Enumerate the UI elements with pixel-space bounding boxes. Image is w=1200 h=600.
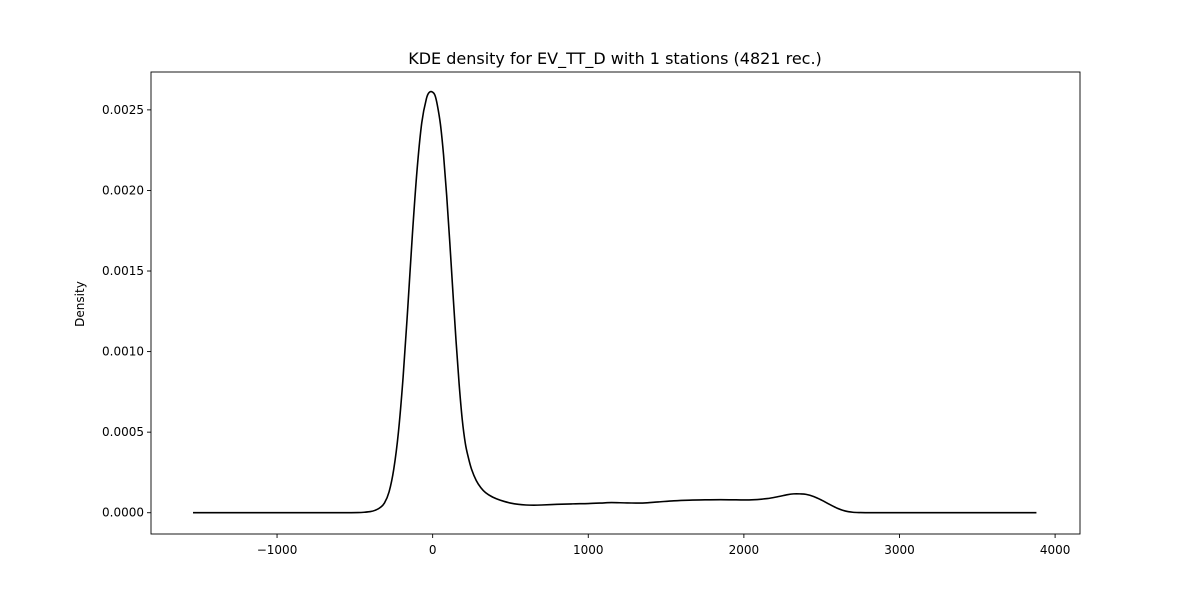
y-axis-ticks: 0.0000 0.0005 0.0010 0.0015 0.0020 0.0025: [102, 103, 151, 520]
x-tick-label: 3000: [884, 543, 915, 557]
x-tick-label: 1000: [573, 543, 604, 557]
y-axis-label: Density: [73, 281, 87, 327]
y-tick-label: 0.0020: [102, 183, 144, 197]
x-tick-label: −1000: [257, 543, 298, 557]
plot-frame: [150, 71, 1081, 535]
y-tick-label: 0.0005: [102, 425, 144, 439]
x-tick-label: 0: [429, 543, 437, 557]
y-tick-label: 0.0025: [102, 103, 144, 117]
x-axis-ticks: −1000 0 1000 2000 3000 4000: [257, 534, 1071, 557]
x-tick-label: 4000: [1040, 543, 1071, 557]
y-tick-label: 0.0010: [102, 345, 144, 359]
x-tick-label: 2000: [729, 543, 760, 557]
y-tick-label: 0.0015: [102, 264, 144, 278]
density-line: [193, 90, 1037, 514]
y-tick-label: 0.0000: [102, 506, 144, 520]
chart-title: KDE density for EV_TT_D with 1 stations …: [408, 49, 822, 69]
